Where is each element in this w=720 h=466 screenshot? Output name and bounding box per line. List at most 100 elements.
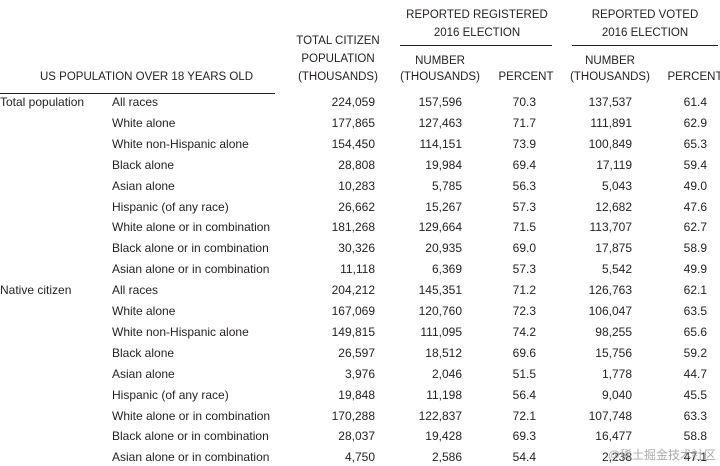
voted-number: 15,756	[595, 345, 632, 360]
voted-number: 98,255	[595, 324, 632, 339]
total-cell: 177,865	[331, 115, 375, 130]
voted-number: 2,238	[601, 450, 632, 465]
registered-header: 2016 ELECTION	[433, 27, 521, 39]
total-cell: 11,118	[340, 262, 375, 277]
registered-percent: 69.4	[512, 157, 536, 172]
race-label: Hispanic (of any race)	[112, 387, 229, 402]
voted-percent: 45.5	[683, 387, 707, 402]
voted-number: 16,477	[595, 429, 632, 444]
voted-header: 2016 ELECTION	[601, 27, 689, 39]
voted-number: 113,707	[589, 220, 633, 235]
total-cell: 30,326	[338, 241, 375, 256]
voted-percent: 62.7	[683, 220, 707, 235]
registered-number: 157,596	[418, 95, 462, 109]
registered-percent: 71.7	[512, 115, 536, 130]
registered-number: 11,198	[426, 387, 462, 402]
voted-percent: 47.1	[683, 450, 707, 465]
voted-number-header: NUMBER	[585, 55, 635, 67]
voted-percent: 63.3	[683, 408, 707, 423]
race-label: Black alone	[112, 345, 175, 360]
stub-header: US POPULATION OVER 18 YEARS OLD	[40, 71, 254, 83]
total-cell: 10,283	[338, 178, 375, 193]
registered-percent: 70.3	[512, 95, 536, 109]
voted-number: 126,763	[588, 283, 632, 298]
voted-number: 111,891	[590, 115, 632, 130]
registered-number: 111,095	[420, 324, 462, 339]
race-label: Black alone	[112, 157, 175, 172]
registered-percent: 69.3	[512, 429, 536, 444]
registered-number: 2,586	[431, 450, 462, 465]
watermark: @稀土掘金技术社区	[607, 448, 716, 462]
registered-percent: 51.5	[512, 366, 536, 381]
registered-percent: 74.2	[512, 324, 536, 339]
registered-percent: 71.2	[512, 283, 536, 298]
race-label: All races	[112, 283, 159, 298]
registered-percent: 56.3	[512, 178, 536, 193]
race-label: All races	[112, 95, 159, 109]
registered-percent: 56.4	[512, 387, 536, 402]
registered-percent: 72.3	[512, 304, 536, 318]
total-cell: 181,268	[331, 220, 375, 235]
voted-number: 1,778	[601, 366, 632, 381]
race-label: Asian alone	[112, 178, 175, 193]
registered-number: 19,984	[425, 157, 462, 172]
race-label: White alone or in combination	[112, 220, 271, 235]
race-label: Asian alone or in combination	[112, 450, 270, 465]
voted-percent: 63.5	[683, 304, 707, 318]
voted-number: 107,748	[588, 408, 632, 423]
total-cell: 167,069	[331, 304, 375, 318]
voted-percent: 58.8	[683, 429, 707, 444]
registered-number: 129,664	[418, 220, 462, 235]
total-header: POPULATION	[301, 53, 375, 65]
registered-percent: 73.9	[512, 136, 536, 151]
race-label: Hispanic (of any race)	[112, 199, 229, 214]
registered-rule	[400, 45, 552, 46]
voted-percent-header: PERCENT	[667, 71, 720, 83]
voted-percent: 59.2	[683, 345, 707, 360]
voted-percent: 58.9	[683, 241, 707, 256]
voted-number: 17,875	[595, 241, 632, 256]
total-cell: 224,059	[331, 95, 375, 109]
registered-percent: 57.3	[512, 199, 536, 214]
race-label: Black alone or in combination	[112, 241, 269, 256]
total-cell: 4,750	[344, 450, 375, 465]
voted-number: 137,537	[588, 95, 632, 109]
voted-number: 100,849	[588, 136, 632, 151]
total-cell: 28,808	[338, 157, 375, 172]
registered-number: 6,369	[431, 262, 462, 277]
race-label: White alone or in combination	[112, 408, 271, 423]
voted-percent: 62.9	[683, 115, 707, 130]
race-label: White non-Hispanic alone	[112, 136, 249, 151]
total-header: TOTAL CITIZEN	[296, 35, 380, 47]
total-cell: 19,848	[338, 387, 375, 402]
total-header: (THOUSANDS)	[298, 71, 378, 83]
voted-percent: 59.4	[683, 157, 707, 172]
voted-percent: 65.6	[683, 324, 707, 339]
total-cell: 170,288	[331, 408, 375, 423]
race-label: White non-Hispanic alone	[112, 324, 249, 339]
voted-number: 5,043	[601, 178, 632, 193]
voted-number: 17,119	[596, 157, 632, 172]
stub-rule	[0, 93, 275, 94]
total-cell: 154,450	[331, 136, 375, 151]
total-cell: 204,212	[331, 283, 375, 298]
voted-percent: 49.0	[683, 178, 707, 193]
group-label: Total population	[0, 95, 85, 109]
voted-percent: 49.9	[683, 262, 707, 277]
voted-rule	[572, 45, 718, 46]
registered-number: 18,512	[425, 345, 462, 360]
registered-number: 122,837	[418, 408, 462, 423]
race-label: Asian alone or in combination	[112, 262, 270, 277]
race-label: Asian alone	[112, 366, 175, 381]
total-cell: 28,037	[338, 429, 375, 444]
voted-percent: 61.4	[683, 95, 707, 109]
registered-number: 114,151	[419, 136, 463, 151]
voted-percent: 62.1	[683, 283, 707, 298]
race-label: White alone	[112, 304, 176, 318]
registered-percent: 57.3	[512, 262, 536, 277]
voted-number: 12,682	[595, 199, 632, 214]
race-label: White alone	[112, 115, 176, 130]
voted-number-header: (THOUSANDS)	[570, 71, 650, 83]
group-label: Native citizen	[0, 283, 72, 298]
